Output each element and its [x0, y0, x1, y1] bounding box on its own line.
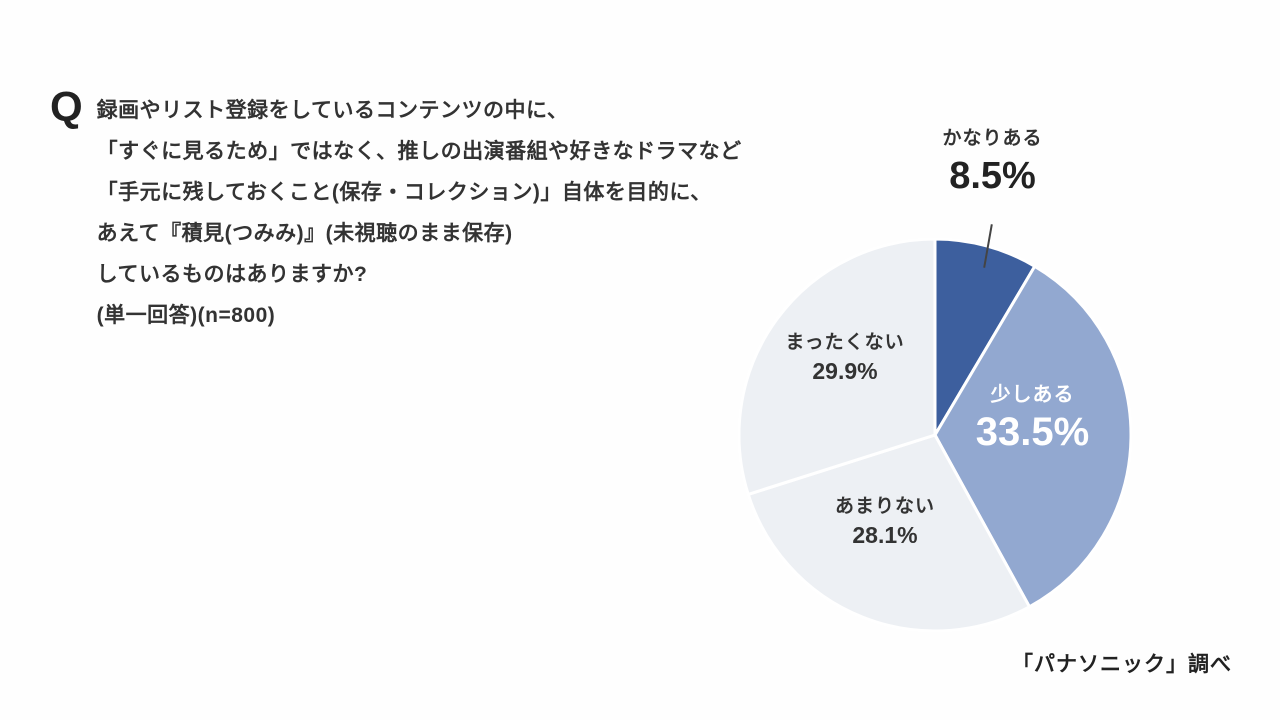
question-block: Q 録画やリスト登録をしているコンテンツの中に、 「すぐに見るため」ではなく、推…: [50, 86, 850, 336]
slice-label-kanari-aru: かなりある 8.5%: [900, 126, 1085, 198]
question-text: 録画やリスト登録をしているコンテンツの中に、 「すぐに見るため」ではなく、推しの…: [97, 86, 742, 336]
source-credit: 「パナソニック」調べ: [1012, 653, 1232, 676]
slice-label-mattaku-nai: まったくない 29.9%: [770, 330, 920, 384]
pie-slice-2: [746, 433, 1031, 633]
slice-name: まったくない: [785, 332, 905, 353]
pie-chart-svg: [737, 237, 1133, 633]
question-line: 「手元に残しておくこと(保存・コレクション)」自体を目的に、: [96, 181, 712, 204]
question-mark: Q: [50, 83, 83, 130]
slice-percent: 29.9%: [812, 358, 878, 384]
pie-slice-3: [737, 237, 937, 496]
slice-label-sukoshi-aru: 少しある 33.5%: [950, 382, 1115, 454]
question-line: 録画やリスト登録をしているコンテンツの中に、: [96, 99, 569, 122]
slice-percent: 8.5%: [949, 155, 1036, 197]
slice-label-amari-nai: あまりない 28.1%: [810, 494, 960, 548]
slice-name: あまりない: [834, 496, 935, 517]
slice-name: 少しある: [990, 384, 1075, 406]
pie-chart: [735, 235, 1135, 635]
slice-name: かなりある: [942, 128, 1043, 149]
question-line: 「すぐに見るため」ではなく、推しの出演番組や好きなドラマなど: [96, 140, 742, 163]
slice-percent: 33.5%: [975, 410, 1090, 454]
question-line: しているものはありますか?: [96, 263, 368, 286]
question-line: あえて『積見(つみみ)』(未視聴のまま保存): [96, 222, 513, 245]
slice-percent: 28.1%: [852, 522, 918, 548]
question-line: (単一回答)(n=800): [96, 304, 276, 327]
